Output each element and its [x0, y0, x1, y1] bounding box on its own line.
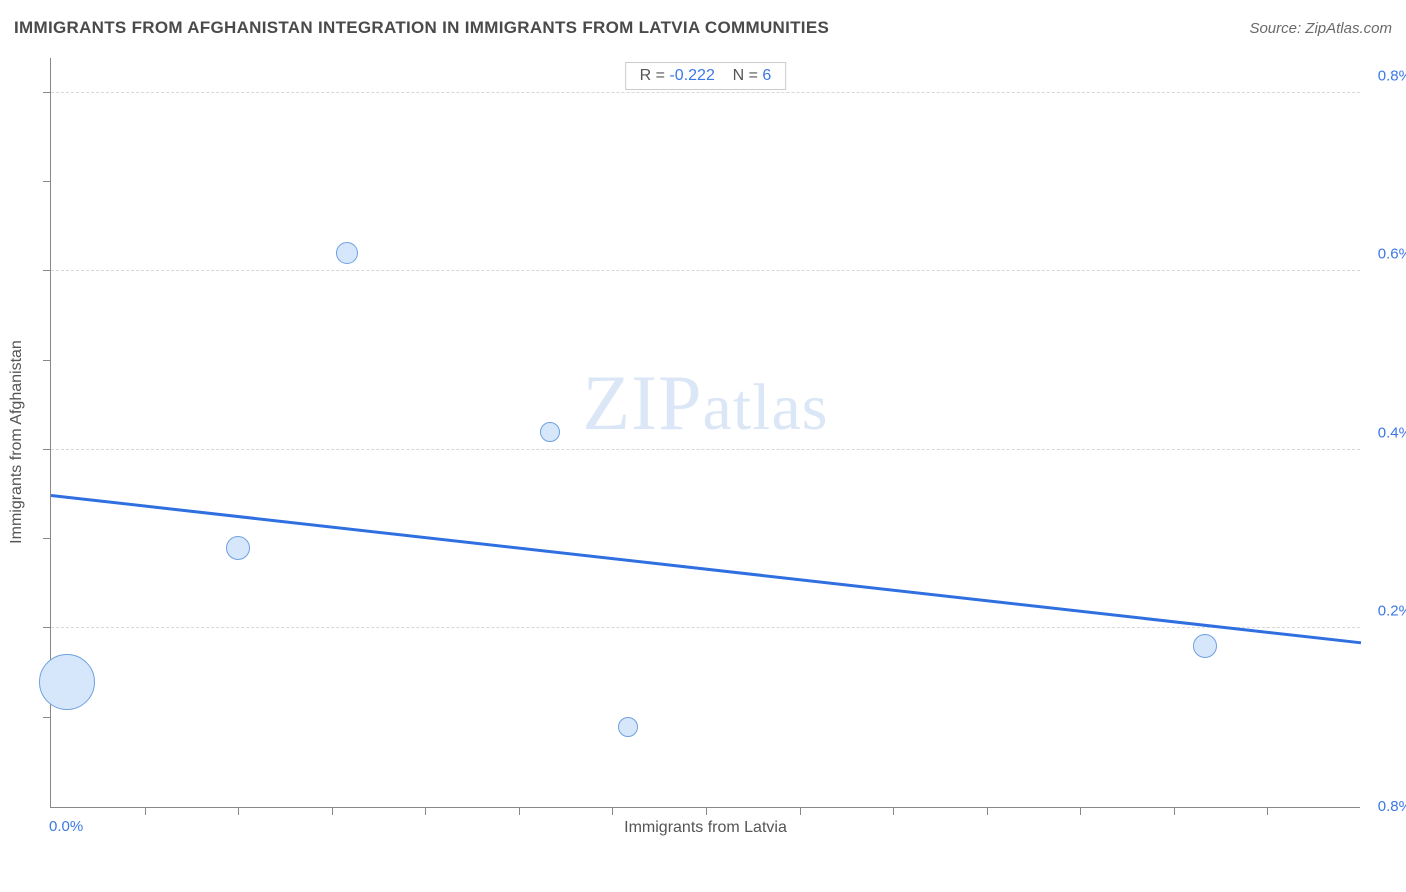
- watermark: ZIPatlas: [583, 358, 829, 448]
- data-point[interactable]: [39, 654, 95, 710]
- y-tick: [43, 270, 51, 271]
- x-tick: [145, 807, 146, 815]
- n-label: N =: [733, 67, 758, 84]
- x-tick: [706, 807, 707, 815]
- y-axis-label: 0.2%: [1378, 603, 1406, 620]
- x-tick: [425, 807, 426, 815]
- x-tick: [893, 807, 894, 815]
- y-axis-title: Immigrants from Afghanistan: [8, 340, 26, 544]
- x-tick: [1080, 807, 1081, 815]
- x-tick: [1267, 807, 1268, 815]
- y-axis-label: 0.6%: [1378, 246, 1406, 263]
- y-tick: [43, 181, 51, 182]
- y-tick: [43, 92, 51, 93]
- x-tick: [238, 807, 239, 815]
- n-value: 6: [762, 67, 771, 84]
- r-label: R =: [640, 67, 665, 84]
- r-value: -0.222: [669, 67, 714, 84]
- data-point[interactable]: [1193, 634, 1217, 658]
- x-tick: [1174, 807, 1175, 815]
- y-axis-label: 0.8%: [1378, 67, 1406, 84]
- stats-box: R = -0.222 N = 6: [625, 62, 787, 90]
- x-tick: [987, 807, 988, 815]
- y-tick: [43, 449, 51, 450]
- x-axis-high-label: 0.8%: [1378, 798, 1406, 815]
- y-tick: [43, 717, 51, 718]
- header: IMMIGRANTS FROM AFGHANISTAN INTEGRATION …: [14, 18, 1392, 38]
- y-tick: [43, 360, 51, 361]
- x-tick: [800, 807, 801, 815]
- trend-segment: [51, 496, 1361, 643]
- data-point[interactable]: [540, 422, 560, 442]
- gridline: [51, 627, 1360, 628]
- gridline: [51, 449, 1360, 450]
- watermark-atlas: atlas: [703, 371, 829, 444]
- y-axis-label: 0.4%: [1378, 424, 1406, 441]
- trendline: [51, 58, 351, 208]
- x-axis-title: Immigrants from Latvia: [624, 819, 787, 837]
- source-label: Source: ZipAtlas.com: [1249, 20, 1392, 37]
- gridline: [51, 270, 1360, 271]
- x-axis-low-label: 0.0%: [49, 818, 83, 835]
- plot-area: ZIPatlas R = -0.222 N = 6 0.2%0.4%0.6%0.…: [50, 58, 1360, 808]
- watermark-zip: ZIP: [583, 359, 703, 446]
- y-tick: [43, 538, 51, 539]
- y-tick: [43, 627, 51, 628]
- data-point[interactable]: [618, 717, 638, 737]
- x-tick: [612, 807, 613, 815]
- data-point[interactable]: [226, 536, 250, 560]
- x-tick: [519, 807, 520, 815]
- data-point[interactable]: [336, 242, 358, 264]
- chart-title: IMMIGRANTS FROM AFGHANISTAN INTEGRATION …: [14, 18, 829, 38]
- x-tick: [332, 807, 333, 815]
